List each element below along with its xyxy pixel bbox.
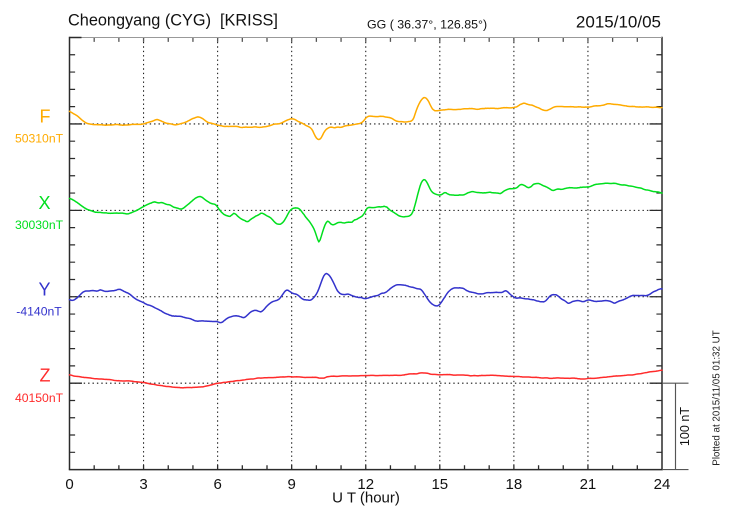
bottom-hour-ticks <box>93 465 638 470</box>
x-axis-title: U T (hour) <box>332 490 400 507</box>
x-tick-label-24: 24 <box>654 476 671 493</box>
x-tick-label-18: 18 <box>506 476 523 493</box>
x-tick-label-0: 0 <box>65 476 73 493</box>
series-baseline-Z: 40150nT <box>15 391 64 405</box>
trace-Z <box>68 369 663 389</box>
top-hour-ticks <box>93 37 638 42</box>
vertical-gridlines <box>143 37 589 470</box>
trace-Y <box>68 272 663 324</box>
x-axis-tick-labels: 0 3 6 9 12 15 18 21 24 <box>65 476 670 493</box>
series-letter-Y: Y <box>38 279 50 299</box>
series-baseline-F: 50310nT <box>15 132 64 146</box>
component-traces <box>68 96 663 389</box>
scale-bar <box>662 382 689 471</box>
x-tick-label-21: 21 <box>580 476 597 493</box>
series-labels: F 50310nT X 30030nT Y -4140nT Z 40150nT <box>15 106 64 405</box>
plot-date: 2015/10/05 <box>576 13 661 32</box>
side-baseline-ticks <box>69 123 662 384</box>
trace-F <box>68 96 663 141</box>
x-tick-label-3: 3 <box>139 476 147 493</box>
x-tick-label-6: 6 <box>213 476 221 493</box>
x-tick-label-15: 15 <box>431 476 448 493</box>
series-letter-X: X <box>38 193 50 213</box>
station-title: Cheongyang (CYG) [KRISS] <box>68 12 278 30</box>
plot-frame <box>68 36 663 471</box>
series-baseline-X: 30030nT <box>15 218 64 232</box>
geographic-coordinates: GG ( 36.37°, 126.85°) <box>367 17 487 31</box>
series-letter-F: F <box>40 106 51 126</box>
series-baseline-Y: -4140nT <box>16 305 62 319</box>
trace-X <box>68 178 663 243</box>
side-minor-ticks <box>69 54 662 453</box>
scale-bar-lines <box>662 382 689 471</box>
x-tick-label-9: 9 <box>288 476 296 493</box>
series-letter-Z: Z <box>40 366 51 386</box>
scale-bar-label: 100 nT <box>678 407 692 447</box>
plotted-at-note: Plotted at 2015/11/05 01:32 UT <box>712 330 723 465</box>
axis-ticks <box>69 37 662 470</box>
x-tick-label-12: 12 <box>357 476 374 493</box>
